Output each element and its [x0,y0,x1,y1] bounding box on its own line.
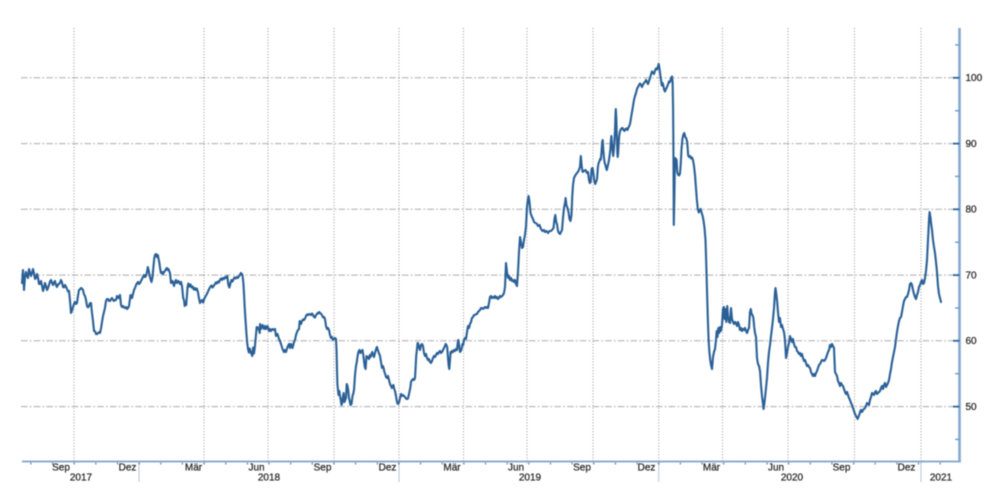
svg-text:Sep: Sep [573,463,591,474]
svg-text:Mär: Mär [443,463,461,474]
svg-text:Jun: Jun [508,463,524,474]
svg-text:80: 80 [966,205,978,216]
svg-text:Dez: Dez [119,463,137,474]
svg-text:60: 60 [966,336,978,347]
svg-text:2020: 2020 [781,473,804,484]
svg-text:2021: 2021 [930,473,953,484]
svg-text:Jun: Jun [248,463,264,474]
svg-text:Dez: Dez [898,463,916,474]
svg-text:2018: 2018 [258,473,281,484]
svg-text:Dez: Dez [379,463,397,474]
svg-text:2017: 2017 [70,473,93,484]
svg-text:50: 50 [966,402,978,413]
svg-text:Dez: Dez [638,463,656,474]
svg-text:Sep: Sep [314,463,332,474]
svg-text:Sep: Sep [52,463,70,474]
svg-text:Jun: Jun [768,463,784,474]
svg-text:100: 100 [966,73,983,84]
svg-text:70: 70 [966,270,978,281]
svg-text:2019: 2019 [519,473,542,484]
svg-text:Sep: Sep [833,463,851,474]
svg-text:Mär: Mär [185,463,203,474]
svg-text:Mär: Mär [703,463,721,474]
svg-text:90: 90 [966,139,978,150]
